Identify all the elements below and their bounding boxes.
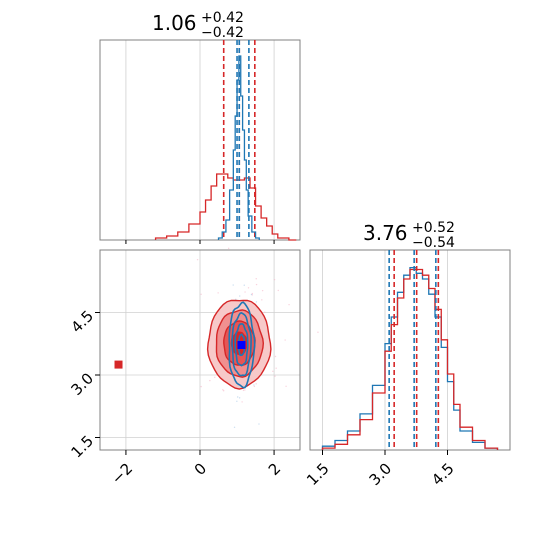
joint-sample-red-5: [241, 401, 243, 403]
joint-contour-blue-1: [231, 312, 252, 377]
marginal-p2-hist-1: [321, 266, 499, 450]
joint-sample-red-106: [277, 289, 279, 292]
joint-sample-red-55: [222, 389, 224, 391]
joint-sample-red-129: [275, 367, 277, 369]
joint-sample-red-0: [317, 331, 319, 333]
joint-sample-red-98: [285, 385, 287, 388]
joint-sample-red-58: [251, 292, 254, 295]
joint-marker-0: [114, 360, 123, 369]
marginal-p1-panel: [99, 39, 301, 244]
joint-sample-blue-20: [238, 397, 241, 399]
joint-sample-red-70: [264, 311, 266, 313]
joint-sample-red-66: [214, 376, 216, 378]
joint-sample-red-79: [288, 303, 290, 306]
joint-ytick-label-0: 1.5: [67, 432, 97, 462]
marginal-p2-hist-0: [321, 268, 499, 450]
marginal-p2-frame: [309, 249, 511, 451]
joint-xtick-label-2: 2: [265, 460, 284, 479]
joint-sample-red-30: [255, 278, 257, 280]
joint-sample-blue-36: [258, 423, 260, 425]
joint-sample-red-31: [274, 355, 277, 358]
title-p2-median: 3.76: [363, 221, 408, 245]
joint-sample-blue-47: [233, 426, 236, 428]
title-p1-plus: +0.42: [201, 10, 244, 26]
joint-sample-red-93: [247, 287, 250, 289]
joint-sample-blue-0: [250, 293, 253, 296]
right-xtick-label-0: 1.5: [303, 460, 333, 490]
joint-sample-red-59: [255, 383, 257, 385]
joint-sample-red-34: [261, 289, 264, 292]
title-p2-minus: −0.54: [412, 235, 455, 251]
joint-sample-red-138: [222, 390, 225, 392]
joint-sample-blue-56: [232, 284, 234, 286]
joint-sample-blue-55: [255, 301, 258, 303]
joint-sample-blue-27: [253, 384, 255, 386]
joint-sample-red-86: [200, 385, 202, 388]
title-p1-minus: −0.42: [201, 25, 244, 41]
right-xtick-label-1: 3.0: [366, 460, 396, 490]
joint-panel: −2 0 2 1.5 3.0 4.5: [67, 247, 319, 488]
joint-xtick-label-0: −2: [108, 460, 136, 488]
joint-sample-red-63: [261, 299, 263, 301]
joint-sample-red-53: [273, 278, 276, 281]
marginal-p2-panel: 1.5 3.0 4.5: [303, 249, 511, 490]
joint-sample-red-118: [244, 291, 246, 293]
joint-sample-red-104: [255, 283, 258, 286]
joint-ytick-label-2: 4.5: [67, 307, 97, 337]
joint-contour-blue-0: [228, 301, 256, 389]
joint-sample-red-21: [200, 293, 202, 295]
joint-sample-blue-10: [236, 396, 239, 398]
joint-sample-red-96: [274, 375, 276, 377]
joint-marker-1: [237, 341, 246, 349]
joint-sample-red-32: [244, 389, 246, 391]
title-p2: 3.76 +0.52 −0.54: [363, 220, 455, 251]
joint-sample-blue-19: [243, 284, 245, 286]
joint-sample-blue-57: [236, 400, 238, 402]
title-p1: 1.06 +0.42 −0.42: [152, 10, 244, 41]
joint-sample-red-60: [272, 370, 274, 373]
joint-xtick-label-1: 0: [191, 460, 210, 479]
joint-ytick-label-1: 3.0: [67, 369, 97, 399]
joint-sample-red-47: [253, 385, 256, 388]
joint-sample-red-29: [196, 258, 199, 261]
joint-sample-red-62: [227, 247, 230, 250]
joint-sample-blue-52: [235, 298, 237, 301]
joint-sample-red-130: [209, 379, 211, 382]
joint-contour-blue-2: [234, 323, 249, 367]
joint-sample-blue-25: [239, 295, 241, 297]
right-xtick-label-2: 4.5: [428, 460, 458, 490]
title-p2-plus: +0.52: [412, 220, 455, 236]
joint-sample-red-23: [217, 292, 219, 294]
joint-sample-red-26: [284, 339, 286, 341]
title-p1-median: 1.06: [152, 11, 197, 35]
joint-sample-red-120: [242, 389, 245, 392]
